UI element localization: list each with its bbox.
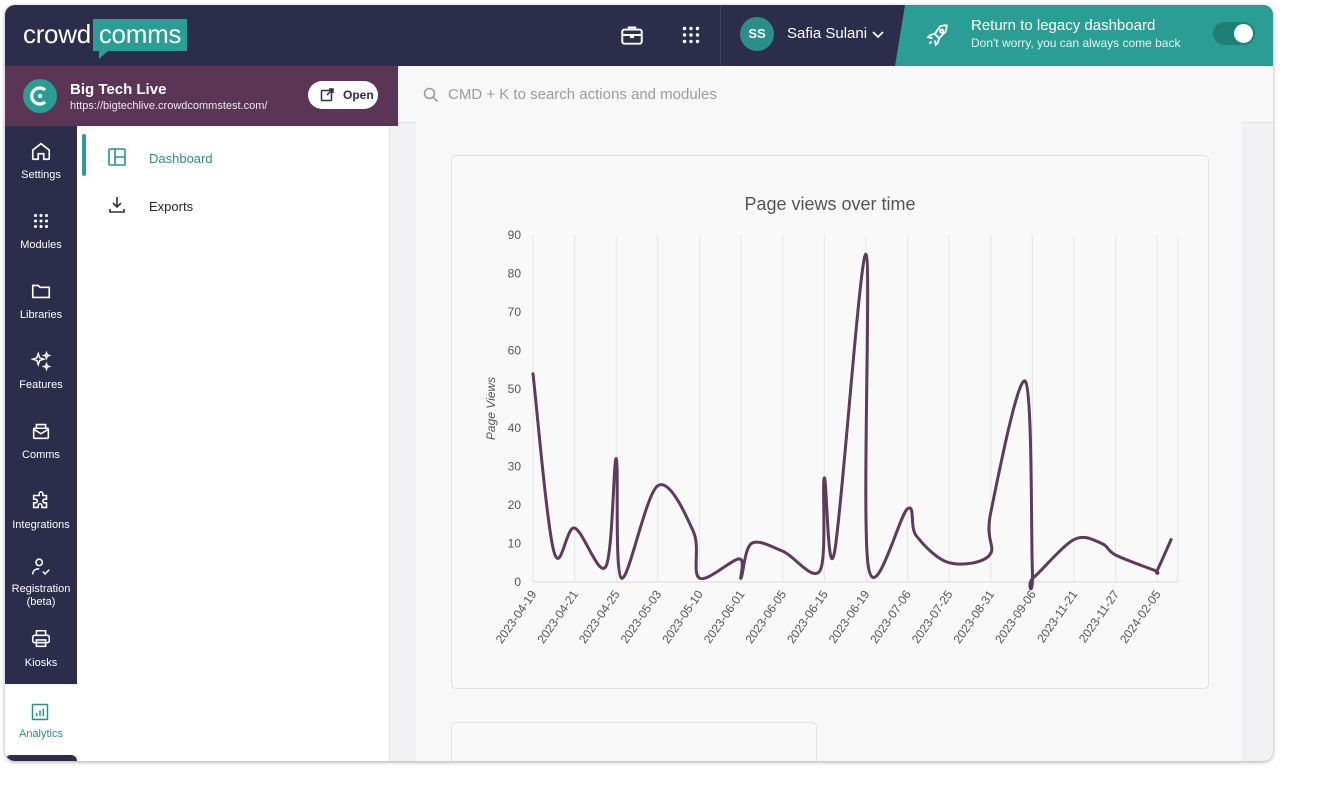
x-tick-label: 2023-09-06 (992, 587, 1039, 646)
app-window: crowd comms SS Safia Sulani Return to leg… (5, 5, 1273, 761)
rail-label-analytics: Analytics (18, 728, 64, 740)
open-event-button[interactable]: Open (308, 81, 378, 109)
rail-item-libraries[interactable]: Libraries (5, 266, 77, 336)
rail-label: Modules (20, 239, 62, 251)
event-title: Big Tech Live (70, 81, 167, 98)
rail-label: Registration (beta) (5, 583, 77, 609)
x-tick-label: 2023-04-21 (534, 587, 581, 646)
rail-item-features[interactable]: Features (5, 336, 77, 406)
x-tick-label: 2023-05-10 (659, 587, 706, 646)
x-tick-label: 2023-05-03 (618, 587, 665, 646)
y-tick-label: 10 (508, 536, 522, 550)
user-name[interactable]: Safia Sulani (787, 25, 868, 42)
download-icon (109, 197, 125, 213)
grid-icon (33, 213, 49, 229)
legacy-toggle[interactable] (1213, 22, 1255, 45)
y-tick-label: 60 (508, 344, 522, 358)
subnav-label: Exports (149, 199, 194, 214)
rail-label: Libraries (19, 309, 63, 321)
rail-label: Features (19, 379, 63, 391)
rail-bottom (5, 755, 77, 761)
x-tick-label: 2023-06-05 (742, 587, 789, 646)
y-tick-label: 90 (508, 228, 522, 242)
y-tick-label: 80 (508, 267, 522, 281)
rail-item-comms[interactable]: Comms (5, 406, 77, 476)
event-bar: Big Tech Live https://bigtechlive.crowdc… (5, 66, 403, 126)
x-tick-label: 2023-11-27 (1076, 587, 1122, 645)
rocket-icon (925, 22, 951, 53)
rail-label: Integrations (12, 519, 70, 531)
y-tick-label: 30 (508, 459, 522, 473)
logo-text-box: comms (92, 19, 188, 51)
x-tick-label: 2023-06-19 (826, 587, 873, 646)
x-tick-label: 2023-11-21 (1034, 587, 1080, 645)
sub-navigation: Dashboard Exports (77, 126, 390, 761)
search-bar[interactable]: CMD + K to search actions and modules (398, 66, 1273, 123)
event-logo (23, 79, 57, 113)
x-tick-label: 2023-06-01 (701, 587, 748, 646)
avatar[interactable]: SS (740, 17, 774, 51)
y-tick-label: 50 (508, 382, 522, 396)
chart-title: Page views over time (744, 194, 916, 214)
x-tick-label: 2023-04-25 (576, 587, 623, 646)
home-icon (31, 142, 51, 161)
top-bar: crowd comms SS Safia Sulani Return to leg… (5, 5, 1273, 66)
x-tick-label: 2023-06-15 (784, 587, 831, 646)
search-icon (423, 87, 439, 103)
rail-label: Kiosks (24, 657, 58, 669)
rail-item-integrations[interactable]: Integrations (5, 476, 77, 546)
x-tick-label: 2023-07-06 (867, 587, 914, 646)
apps-grid-icon[interactable] (678, 22, 704, 48)
user-check-icon (31, 558, 50, 575)
open-label: Open (343, 88, 374, 102)
subnav-item-dashboard[interactable]: Dashboard (77, 134, 389, 180)
subnav-item-exports[interactable]: Exports (77, 186, 389, 228)
logo-text: crowd (23, 19, 91, 49)
y-tick-label: 70 (508, 305, 522, 319)
search-placeholder: CMD + K to search actions and modules (448, 86, 717, 103)
printer-icon (31, 629, 51, 648)
crowdcomms-logo[interactable]: crowd comms (23, 19, 188, 51)
legacy-subtitle: Don't worry, you can always come back (971, 36, 1181, 50)
page-views-chart-card: Page views over time 0 10 20 30 40 50 60 70 80 90… (451, 155, 1209, 689)
legacy-title: Return to legacy dashboard (971, 17, 1156, 34)
sparkles-icon (30, 350, 52, 372)
divider (720, 5, 721, 66)
rail-item-analytics[interactable]: Analytics (5, 685, 77, 755)
external-link-icon (320, 88, 334, 102)
toggle-knob (1234, 24, 1253, 43)
rail-item-modules[interactable]: Modules (5, 196, 77, 266)
chart-icon (31, 703, 49, 721)
rail-label-line1: Registration (11, 583, 71, 595)
rail-label: Settings (21, 169, 61, 181)
legacy-dashboard-banner[interactable]: Return to legacy dashboard Don't worry, … (895, 5, 1273, 66)
y-tick-label: 40 (508, 421, 522, 435)
rail-item-settings[interactable]: Settings (5, 126, 77, 196)
module-rail: Settings Modules Libraries Features Comm… (5, 126, 77, 684)
x-tick-label: 2024-02-05 (1117, 587, 1164, 646)
puzzle-icon (32, 491, 48, 509)
rail-label-line2: (beta) (26, 596, 56, 608)
briefcase-icon[interactable] (619, 22, 645, 48)
series-line (531, 252, 1173, 591)
main-content: Page views over time 0 10 20 30 40 50 60 70 80 90… (416, 122, 1242, 761)
secondary-card (451, 722, 817, 761)
x-tick-label: 2023-04-19 (493, 587, 540, 646)
y-tick-label: 20 (508, 498, 522, 512)
folder-icon (31, 284, 51, 299)
chevron-down-icon[interactable] (871, 27, 885, 46)
x-tick-label: 2023-08-31 (951, 587, 998, 646)
y-axis-label: Page Views (484, 377, 498, 440)
subnav-label: Dashboard (149, 151, 213, 166)
event-url: https://bigtechlive.crowdcommstest.com/ (70, 100, 268, 112)
rail-label: Comms (22, 449, 60, 461)
rail-item-kiosks[interactable]: Kiosks (5, 616, 77, 686)
x-tick-label: 2023-07-25 (909, 587, 956, 646)
y-tick-label: 0 (514, 575, 521, 589)
rail-item-registration[interactable]: Registration (beta) (5, 546, 77, 616)
mail-stack-icon (32, 423, 50, 440)
layout-icon (108, 148, 126, 166)
